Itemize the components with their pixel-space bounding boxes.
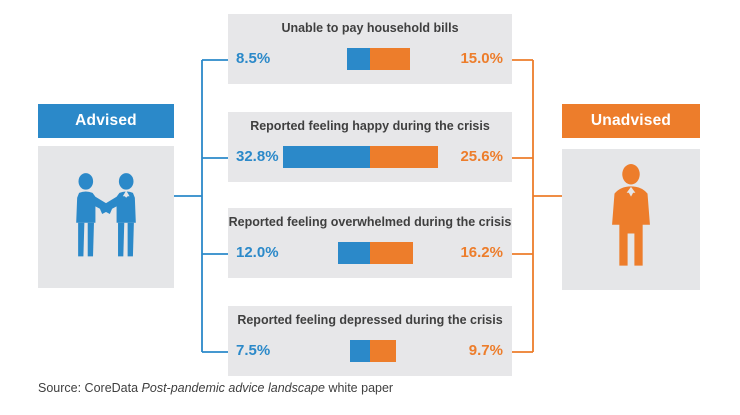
metric-card-bills: Unable to pay household bills 8.5% 15.0% [228, 14, 512, 84]
metric-card-overwhelmed: Reported feeling overwhelmed during the … [228, 208, 512, 278]
advised-bar [283, 146, 370, 168]
advised-label: Advised [75, 112, 137, 129]
unadvised-value-label: 16.2% [460, 244, 503, 261]
unadvised-header: Unadvised [562, 104, 700, 138]
card-title: Unable to pay household bills [281, 21, 459, 35]
unadvised-value-label: 15.0% [460, 50, 503, 67]
unadvised-value-label: 25.6% [460, 148, 503, 165]
advised-value-label: 8.5% [236, 50, 271, 67]
card-title: Reported feeling overwhelmed during the … [228, 215, 512, 229]
advised-value-label: 32.8% [236, 148, 279, 165]
card-title: Reported feeling happy during the crisis [250, 119, 490, 133]
handshake-icon [56, 169, 156, 266]
unadvised-connector-lines [511, 59, 562, 353]
source-prefix: Source: CoreData [38, 381, 142, 395]
advised-header: Advised [38, 104, 174, 138]
advised-value-label: 12.0% [236, 244, 279, 261]
metric-card-depressed: Reported feeling depressed during the cr… [228, 306, 512, 376]
card-title: Reported feeling depressed during the cr… [237, 313, 503, 327]
advised-figure-box [38, 146, 174, 288]
businessman-icon [597, 163, 665, 276]
advised-bar [347, 48, 370, 70]
advised-connector-lines [174, 59, 229, 353]
source-paper-title: Post-pandemic advice landscape [141, 381, 325, 395]
unadvised-label: Unadvised [590, 112, 672, 129]
unadvised-bar [370, 48, 410, 70]
unadvised-figure-box [562, 149, 700, 290]
advised-bar [338, 242, 370, 264]
unadvised-bar [370, 340, 396, 362]
source-line: Source: CoreData Post-pandemic advice la… [38, 381, 393, 395]
metric-card-happy: Reported feeling happy during the crisis… [228, 112, 512, 182]
unadvised-bar [370, 242, 413, 264]
unadvised-value-label: 9.7% [468, 342, 503, 359]
unadvised-bar [370, 146, 438, 168]
source-suffix: white paper [324, 381, 394, 395]
advised-bar [350, 340, 370, 362]
advised-value-label: 7.5% [236, 342, 271, 359]
